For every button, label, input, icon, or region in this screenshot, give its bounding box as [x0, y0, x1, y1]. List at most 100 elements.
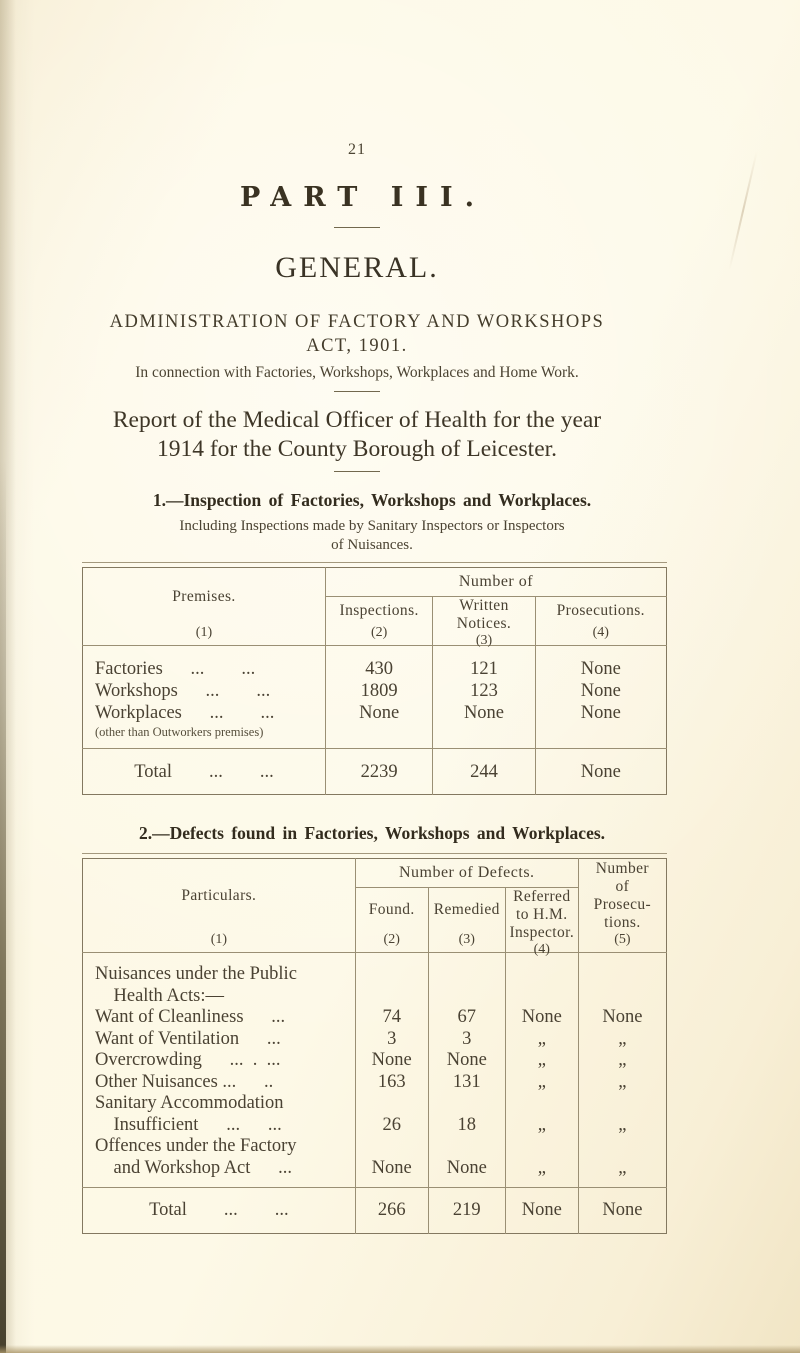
column-header-premises: Premises. (1) [82, 567, 326, 646]
inspections-cell: 1809 [325, 680, 434, 702]
column-number: (1) [210, 931, 228, 947]
column-number: (2) [371, 625, 388, 640]
referred-cell: „ [505, 1028, 579, 1050]
prosecutions-cell: „ [618, 1050, 627, 1070]
found-total-cell: 266 [355, 1187, 429, 1234]
column-header-particulars: Particulars. (1) [82, 858, 356, 953]
table-row-other-nuisances: Other Nuisances ... .. 163 131 „ „ [82, 1071, 667, 1093]
section-1-heading: 1.—Inspection of Factories, Workshops an… [152, 490, 592, 510]
column-label: Number of Prosecu- tions. [593, 859, 652, 931]
referred-cell: None [505, 1007, 579, 1029]
referred-total-cell: None [505, 1187, 579, 1234]
found-cell: 74 [355, 1007, 429, 1029]
written-notices-total-cell: 244 [432, 748, 536, 795]
paper-crease [728, 151, 758, 271]
premises-cell: Workplaces ... ... (other than Outworker… [82, 702, 326, 749]
remedied-cell: 18 [428, 1093, 506, 1136]
table-row-nuisances-group: Nuisances under the Public Health Acts:— [82, 952, 667, 1007]
particulars-cell: Want of Ventilation ... [82, 1028, 356, 1050]
report-title: Report of the Medical Officer of Health … [112, 407, 602, 462]
table-row-ventilation: Want of Ventilation ... 3 3 „ „ [82, 1028, 667, 1050]
table-header-row: Particulars. (1) Number of Defects. Numb… [82, 858, 667, 953]
found-cell: None [355, 1050, 429, 1072]
column-label: Particulars. [181, 886, 257, 904]
particulars-cell: Sanitary Accommodation Insufficient ... … [82, 1093, 356, 1136]
divider-rule [334, 227, 380, 228]
part-title: PART III. [239, 182, 487, 213]
referred-cell: „ [505, 1050, 579, 1072]
column-header-referred: Referred to H.M. Inspector. (4) [505, 887, 579, 957]
found-cell [355, 952, 429, 1007]
remedied-cell [428, 952, 506, 1007]
found-cell: None [355, 1136, 429, 1188]
column-header-number-of-prosecutions: Number of Prosecu- tions. (5) [578, 858, 667, 953]
particulars-cell: Offences under the Factory and Workshop … [82, 1136, 356, 1188]
column-group-number-of: Number of [325, 567, 667, 597]
remedied-cell: None [428, 1136, 506, 1188]
prosecutions-cell: None [602, 1007, 643, 1027]
column-label: Prosecutions. [556, 602, 645, 619]
table-row-workshops: Workshops ... ... 1809 123 None [82, 680, 667, 702]
table-row-offences: Offences under the Factory and Workshop … [82, 1136, 667, 1188]
table-row-total: Total ... ... 266 219 None None [82, 1187, 667, 1234]
column-number: (2) [383, 932, 400, 947]
act-subheading: In connection with Factories, Workshops,… [135, 364, 579, 381]
written-notices-cell: None [432, 702, 536, 749]
prosecutions-cell: None [580, 681, 621, 701]
column-number: (5) [614, 931, 631, 947]
premises-note: (other than Outworkers premises) [95, 725, 264, 739]
table-top-rule [82, 562, 667, 565]
column-number: (3) [458, 932, 475, 947]
prosecutions-cell: „ [618, 1071, 627, 1092]
table-top-rule [82, 853, 667, 856]
prosecutions-cell: None [580, 703, 621, 723]
column-header-inspections: Inspections. (2) [325, 596, 434, 646]
written-notices-cell: 121 [432, 645, 536, 680]
particulars-cell: Other Nuisances ... .. [82, 1071, 356, 1093]
total-label-cell: Total ... ... [82, 748, 326, 795]
table-header-row: Premises. (1) Number of [82, 567, 667, 646]
prosecutions-total-cell: None [535, 748, 667, 795]
total-label-cell: Total ... ... [82, 1187, 356, 1234]
written-notices-cell: 123 [432, 680, 536, 702]
column-label: Premises. [172, 587, 236, 605]
prosecutions-cell: „ [618, 1114, 627, 1135]
table-header-row: Found. (2) Remedied (3) Referred to H.M.… [83, 887, 667, 957]
column-label: Inspections. [339, 602, 419, 619]
divider-rule [334, 391, 380, 392]
remedied-cell: 67 [428, 1007, 506, 1029]
prosecutions-cell: None [580, 659, 621, 679]
divider-rule [334, 471, 380, 472]
remedied-total-cell: 219 [428, 1187, 506, 1234]
premises-label: Workplaces ... ... [95, 703, 275, 723]
table-row-sanitary-accommodation: Sanitary Accommodation Insufficient ... … [82, 1093, 667, 1136]
found-cell: 3 [355, 1028, 429, 1050]
remedied-cell: None [428, 1050, 506, 1072]
table-header-row: Inspections. (2) Written Notices. (3) Pr… [83, 596, 667, 648]
particulars-cell: Want of Cleanliness ... [82, 1007, 356, 1029]
column-label: Remedied [433, 901, 500, 918]
remedied-cell: 3 [428, 1028, 506, 1050]
referred-cell: „ [505, 1136, 579, 1188]
prosecutions-total-cell: None [578, 1187, 667, 1234]
table-row-factories: Factories ... ... 430 121 None [82, 645, 667, 680]
book-binding-edge [0, 0, 6, 1353]
column-number: (4) [592, 625, 609, 640]
page-content: 21 PART III. GENERAL. ADMINISTRATION OF … [72, 0, 672, 1234]
referred-cell: „ [505, 1093, 579, 1136]
page-bottom-edge [0, 1345, 800, 1353]
section-2-heading: 2.—Defects found in Factories, Workshops… [138, 823, 606, 843]
prosecutions-cell: „ [618, 1028, 627, 1049]
general-heading: GENERAL. [275, 251, 439, 284]
table-row-cleanliness: Want of Cleanliness ... 74 67 None None [82, 1007, 667, 1029]
column-number: (4) [533, 942, 550, 957]
column-group-number-of-defects: Number of Defects. [355, 858, 579, 888]
column-header-prosecutions: Prosecutions. (4) [535, 596, 667, 646]
column-number: (1) [195, 624, 213, 640]
inspections-cell: None [325, 702, 434, 749]
referred-cell [505, 952, 579, 1007]
column-header-remedied: Remedied (3) [428, 887, 506, 953]
found-cell: 163 [355, 1071, 429, 1093]
particulars-cell: Nuisances under the Public Health Acts:— [82, 952, 356, 1007]
